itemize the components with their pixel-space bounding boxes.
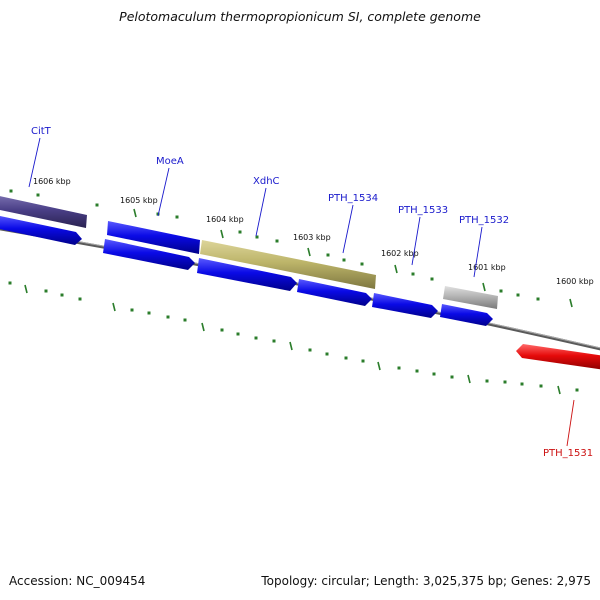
gene-labels: CitT MoeA XdhC PTH_1534 PTH_1533 PTH_153… — [31, 126, 593, 459]
gene-feature-moea[interactable] — [107, 221, 200, 254]
gene-label-moea[interactable]: MoeA — [156, 156, 184, 167]
leader-pth-1534 — [342, 204, 354, 254]
leader-moea — [157, 167, 170, 217]
leader-pth-1532 — [473, 226, 483, 278]
leader-pth-1531 — [566, 399, 575, 447]
label-leaders — [28, 137, 575, 447]
gene-feature-pth-1534[interactable] — [297, 279, 372, 306]
gene-feature-under-pth-1532[interactable] — [440, 304, 493, 326]
scale-label-1606: 1606 kbp — [33, 177, 71, 186]
map-title: Pelotomaculum thermopropionicum SI, comp… — [119, 9, 481, 24]
leader-xdhc — [255, 187, 267, 237]
scale-label-1602: 1602 kbp — [381, 249, 419, 258]
gene-feature-pth-1532[interactable] — [443, 286, 498, 309]
gene-feature-pth-1533[interactable] — [372, 293, 438, 318]
scale-label-1605: 1605 kbp — [120, 196, 158, 205]
gene-label-pth-1531[interactable]: PTH_1531 — [543, 448, 593, 459]
gene-label-xdhc[interactable]: XdhC — [253, 176, 280, 187]
gene-feature-xdhc[interactable] — [200, 240, 376, 289]
gene-label-pth-1533[interactable]: PTH_1533 — [398, 205, 448, 216]
leader-citt — [28, 137, 41, 188]
scale-labels: 1606 kbp 1605 kbp 1604 kbp 1603 kbp 1602… — [33, 177, 594, 286]
gene-feature-pth-1531[interactable] — [516, 344, 600, 370]
genome-summary: Topology: circular; Length: 3,025,375 bp… — [261, 574, 591, 588]
leader-pth-1533 — [411, 216, 421, 266]
scale-label-1603: 1603 kbp — [293, 233, 331, 242]
gene-feature-under-moea[interactable] — [103, 239, 195, 270]
gene-feature-under-xdhc[interactable] — [197, 258, 297, 291]
scale-label-1601: 1601 kbp — [468, 263, 506, 272]
gene-feature-citt[interactable] — [0, 195, 87, 228]
inner-tick-ring — [8, 281, 579, 395]
gene-feature-left-edge[interactable] — [0, 215, 82, 245]
scale-label-1604: 1604 kbp — [206, 215, 244, 224]
scale-label-1600: 1600 kbp — [556, 277, 594, 286]
accession-label: Accession: NC_009454 — [9, 574, 146, 588]
gene-label-citt[interactable]: CitT — [31, 126, 52, 137]
features — [0, 195, 600, 370]
gene-label-pth-1532[interactable]: PTH_1532 — [459, 215, 509, 226]
gene-label-pth-1534[interactable]: PTH_1534 — [328, 193, 378, 204]
